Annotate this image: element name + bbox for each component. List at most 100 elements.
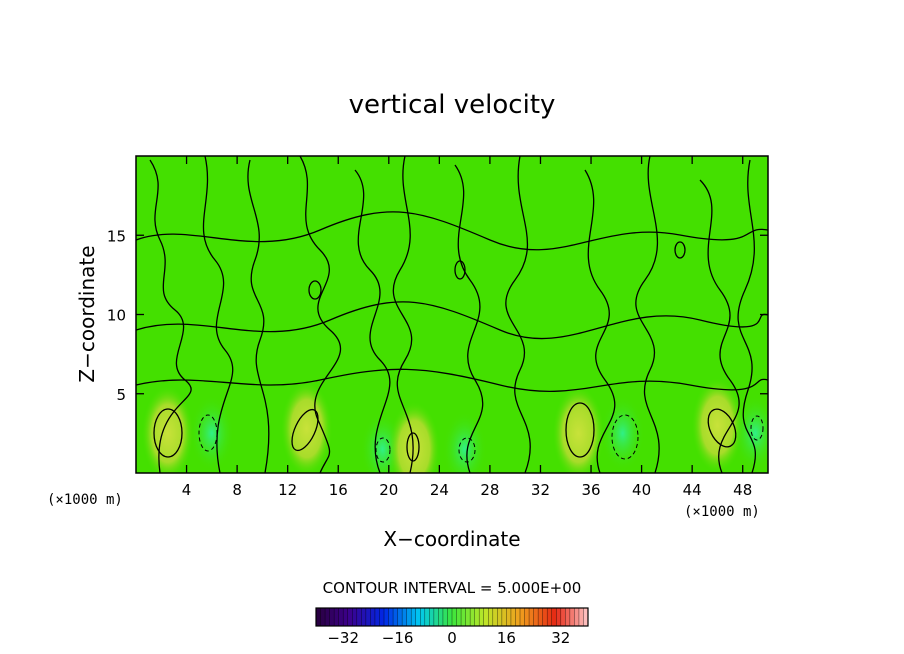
colorbar-swatch	[556, 608, 562, 626]
colorbar-swatch	[456, 608, 462, 626]
colorbar-swatch	[320, 608, 326, 626]
colorbar-swatch	[465, 608, 471, 626]
x-tick-label: 12	[278, 481, 297, 499]
colorbar-swatch	[479, 608, 485, 626]
colorbar-swatch	[510, 608, 516, 626]
colorbar-swatch	[461, 608, 466, 626]
colorbar-swatch	[442, 608, 448, 626]
colorbar-swatch	[551, 608, 557, 626]
updraft-core	[691, 377, 744, 473]
y-axis-title: Z−coordinate	[75, 245, 99, 382]
colorbar-tick-label: 32	[551, 629, 570, 647]
colorbar-swatch	[406, 608, 412, 626]
plot-area	[136, 156, 768, 473]
colorbar-swatch	[361, 608, 367, 626]
colorbar-swatch	[415, 608, 421, 626]
y-tick-label: 10	[107, 307, 126, 325]
colorbar-swatch	[397, 608, 403, 626]
colorbar-swatch	[433, 608, 439, 626]
downdraft-core	[600, 395, 645, 472]
colorbar-swatch	[492, 608, 498, 626]
colorbar-swatch	[393, 608, 398, 626]
colorbar-swatch	[497, 608, 503, 626]
colorbar-swatch	[411, 608, 417, 626]
colorbar-swatch	[356, 608, 362, 626]
x-tick-label: 16	[329, 481, 348, 499]
negative-contour-lines	[198, 414, 764, 463]
colorbar-swatch	[547, 608, 553, 626]
x-tick-label: 20	[379, 481, 398, 499]
colorbar-swatch	[533, 608, 539, 626]
colorbar-swatch	[501, 608, 507, 626]
colorbar-swatch	[420, 608, 426, 626]
colorbar-swatch	[347, 608, 353, 626]
y-tick-label: 15	[107, 227, 126, 245]
colorbar-swatch	[316, 608, 321, 626]
downdraft-core	[733, 395, 768, 472]
updraft-core	[388, 401, 441, 473]
x-tick-label: 44	[683, 481, 702, 499]
x-tick-label: 36	[581, 481, 600, 499]
colorbar-swatch	[379, 608, 385, 626]
colorbar-swatch	[542, 608, 548, 626]
colorbar-swatch	[506, 608, 512, 626]
colorbar-frame	[315, 607, 589, 627]
colorbar-swatch	[334, 608, 340, 626]
colorbar-swatch	[488, 608, 494, 626]
x-unit-label: (×1000 m)	[684, 504, 760, 520]
colorbar-swatch	[483, 608, 489, 626]
x-axis: 4 8 12 16 20 24 28 32 36 40 44 48	[182, 156, 752, 499]
colorbar-swatch	[384, 608, 389, 626]
colorbar-swatch	[352, 608, 358, 626]
contour-interval-label: CONTOUR INTERVAL = 5.000E+00	[323, 579, 582, 597]
x-tick-label: 32	[531, 481, 550, 499]
updraft-core	[141, 385, 194, 473]
colorbar-swatch	[538, 608, 544, 626]
colorbar	[315, 607, 589, 627]
colorbar-tick-label: −16	[382, 629, 414, 647]
colorbar-swatch	[438, 608, 444, 626]
chart-title: vertical velocity	[349, 90, 556, 120]
colorbar-swatch	[374, 608, 380, 626]
x-axis-title: X−coordinate	[383, 527, 520, 551]
colorbar-swatch	[447, 608, 453, 626]
colorbar-ticks: −32 −16 0 16 32	[327, 629, 570, 647]
downdraft-core	[189, 395, 234, 472]
colorbar-swatch	[325, 608, 330, 626]
colorbar-swatch	[424, 608, 430, 626]
colorbar-swatch	[529, 608, 534, 626]
colorbar-swatch	[474, 608, 480, 626]
colorbar-swatch	[402, 608, 408, 626]
x-tick-label: 48	[733, 481, 752, 499]
colorbar-swatch	[343, 608, 349, 626]
x-tick-label: 8	[232, 481, 242, 499]
colorbar-swatch	[565, 608, 571, 626]
colorbar-swatch	[578, 608, 584, 626]
updraft-core	[280, 380, 333, 473]
colorbar-swatch	[574, 608, 580, 626]
contour-lines	[136, 156, 768, 473]
updraft-core	[552, 385, 605, 473]
z-unit-label: (×1000 m)	[47, 492, 123, 508]
colorbar-swatch	[560, 608, 566, 626]
colorbar-tick-label: −32	[327, 629, 359, 647]
colorbar-swatch	[569, 608, 575, 626]
downdraft-core	[442, 411, 487, 473]
colorbar-swatch	[329, 608, 335, 626]
colorbar-swatch	[524, 608, 530, 626]
colorbar-tick-label: 16	[497, 629, 516, 647]
colorbar-swatch	[452, 608, 457, 626]
x-tick-label: 24	[430, 481, 449, 499]
x-tick-label: 4	[182, 481, 192, 499]
y-tick-label: 5	[116, 386, 126, 404]
colorbar-swatch	[365, 608, 371, 626]
colorbar-swatch	[338, 608, 344, 626]
colorbar-swatch	[388, 608, 394, 626]
colorbar-swatch	[520, 608, 525, 626]
colorbar-tick-label: 0	[447, 629, 457, 647]
x-tick-label: 40	[632, 481, 651, 499]
colorbar-swatch	[515, 608, 521, 626]
colorbar-swatch	[429, 608, 435, 626]
colorbar-swatch	[583, 608, 589, 626]
